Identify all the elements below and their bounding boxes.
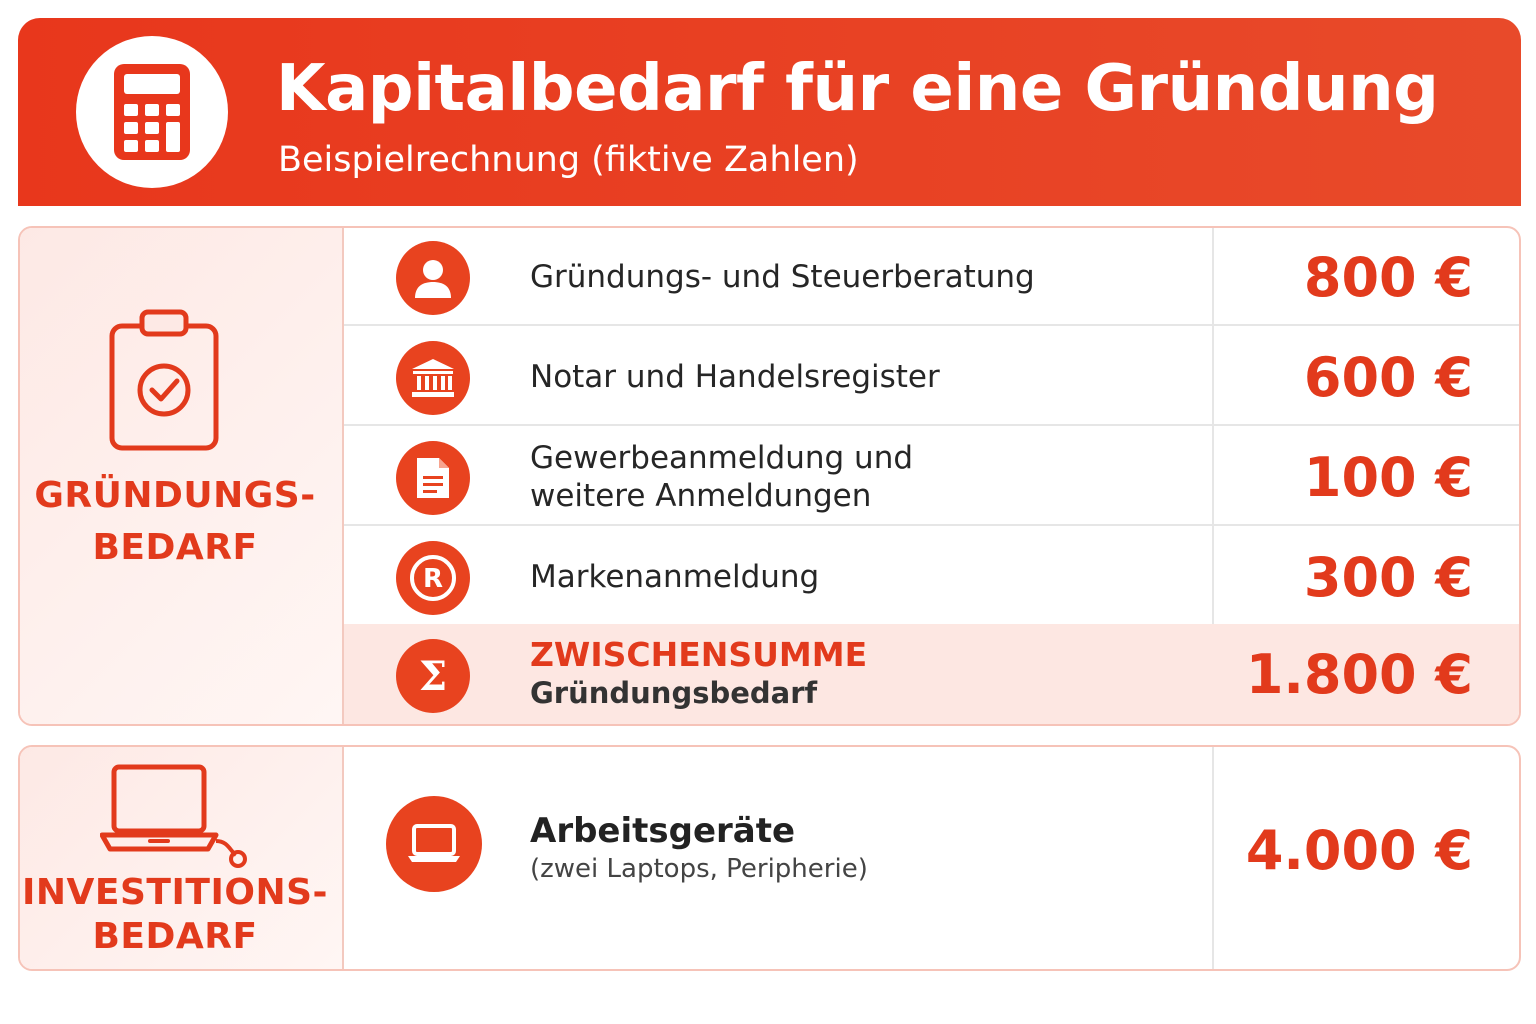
clipboard-check-icon bbox=[109, 309, 219, 451]
row-value: 4.000 € bbox=[1245, 818, 1473, 882]
sigma-icon: Σ bbox=[396, 639, 470, 713]
row-label-text: Markenanmeldung bbox=[530, 559, 820, 595]
calculator-icon bbox=[114, 64, 190, 160]
row-label-text: Gründungs- und Steuerberatung bbox=[530, 259, 1035, 295]
cost-table: Arbeitsgeräte (zwei Laptops, Peripherie)… bbox=[344, 747, 1519, 969]
table-row: Gründungs- und Steuerberatung 800 € bbox=[344, 228, 1519, 326]
section-label-line1: GRÜNDUNGS- bbox=[34, 475, 316, 516]
header-banner: Kapitalbedarf für eine Gründung Beispiel… bbox=[18, 18, 1521, 206]
page-subtitle: Beispielrechnung (fiktive Zahlen) bbox=[278, 140, 859, 180]
section-investitionsbedarf: INVESTITIONS- BEDARF Arbeitsgeräte (zwei… bbox=[18, 745, 1521, 971]
section-label-line2: BEDARF bbox=[92, 916, 258, 957]
row-label: Notar und Handelsregister bbox=[530, 328, 940, 426]
subtotal-label: ZWISCHENSUMME bbox=[530, 635, 868, 674]
section-label: INVESTITIONS- BEDARF bbox=[20, 871, 330, 959]
user-icon bbox=[396, 241, 470, 315]
cost-table: Gründungs- und Steuerberatung 800 € bbox=[344, 228, 1519, 724]
section-label-line2: BEDARF bbox=[92, 527, 258, 568]
row-label: Markenanmeldung bbox=[530, 528, 819, 626]
page-title: Kapitalbedarf für eine Gründung bbox=[276, 52, 1439, 126]
row-label-line2: weitere Anmeldungen bbox=[530, 478, 872, 514]
row-value: 600 € bbox=[1303, 345, 1473, 409]
row-label: Arbeitsgeräte (zwei Laptops, Peripherie) bbox=[530, 747, 868, 961]
section-label: GRÜNDUNGS- BEDARF bbox=[20, 470, 330, 574]
value-column-divider bbox=[1212, 747, 1214, 969]
table-row: Gewerbeanmeldung und weitere Anmeldungen… bbox=[344, 428, 1519, 526]
subtotal-value: 1.800 € bbox=[1245, 642, 1473, 706]
registered-trademark-icon: R bbox=[396, 541, 470, 615]
row-label-text: Notar und Handelsregister bbox=[530, 359, 940, 395]
section-gruendungsbedarf: GRÜNDUNGS- BEDARF Gründungs- und Steuerb… bbox=[18, 226, 1521, 726]
bank-building-icon bbox=[396, 341, 470, 415]
row-value: 800 € bbox=[1303, 245, 1473, 309]
row-label-detail: (zwei Laptops, Peripherie) bbox=[530, 854, 868, 884]
laptop-icon bbox=[386, 796, 482, 892]
row-label: Gewerbeanmeldung und weitere Anmeldungen bbox=[530, 428, 913, 526]
svg-text:Σ: Σ bbox=[419, 654, 447, 698]
row-label: ZWISCHENSUMME Gründungsbedarf bbox=[530, 624, 867, 724]
document-icon bbox=[396, 441, 470, 515]
row-label-text: Arbeitsgeräte bbox=[530, 811, 796, 851]
row-value: 100 € bbox=[1303, 445, 1473, 509]
table-row: Arbeitsgeräte (zwei Laptops, Peripherie)… bbox=[344, 747, 1519, 969]
section-label-line1: INVESTITIONS- bbox=[22, 872, 328, 913]
header-icon-badge bbox=[76, 36, 228, 188]
table-row: Notar und Handelsregister 600 € bbox=[344, 328, 1519, 426]
row-label: Gründungs- und Steuerberatung bbox=[530, 228, 1035, 326]
subtotal-sublabel: Gründungsbedarf bbox=[530, 676, 818, 710]
section-side-panel: INVESTITIONS- BEDARF bbox=[20, 747, 344, 969]
value-column-divider bbox=[1212, 228, 1214, 724]
row-value: 300 € bbox=[1303, 545, 1473, 609]
laptop-icon bbox=[100, 764, 247, 868]
subtotal-row: Σ ZWISCHENSUMME Gründungsbedarf 1.800 € bbox=[344, 624, 1519, 724]
section-side-panel: GRÜNDUNGS- BEDARF bbox=[20, 228, 344, 724]
svg-text:R: R bbox=[423, 564, 443, 594]
row-label-line1: Gewerbeanmeldung und bbox=[530, 440, 914, 476]
table-row: R Markenanmeldung 300 € bbox=[344, 528, 1519, 626]
